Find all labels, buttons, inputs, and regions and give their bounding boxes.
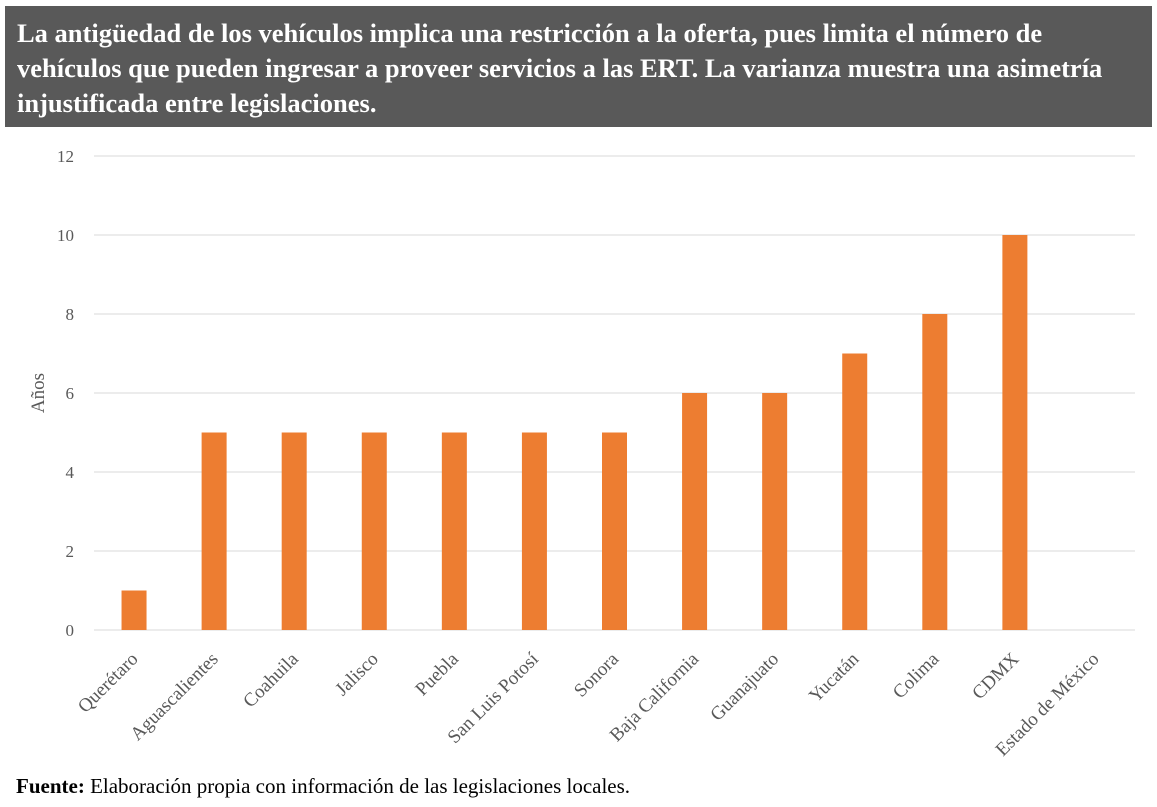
x-tick-label: Puebla — [411, 648, 463, 700]
x-tick-label: Guanajuato — [706, 649, 783, 726]
x-tick-label: Colima — [889, 648, 944, 703]
source-note: Fuente: Elaboración propia con informaci… — [16, 774, 630, 799]
bar — [121, 590, 147, 630]
y-tick-label: 8 — [66, 305, 75, 324]
x-tick-label: Yucatán — [805, 648, 863, 706]
y-tick-label: 0 — [66, 621, 75, 640]
bar — [922, 314, 948, 630]
y-tick-label: 6 — [66, 384, 75, 403]
bar — [842, 353, 868, 630]
source-text: Elaboración propia con información de la… — [90, 774, 631, 798]
x-tick-label: Jalisco — [331, 649, 382, 700]
x-tick-label: Coahuila — [239, 648, 303, 712]
bar — [1002, 235, 1028, 630]
bar — [201, 432, 227, 630]
chart-title-banner: La antigüedad de los vehículos implica u… — [5, 6, 1152, 127]
bar — [521, 432, 547, 630]
source-label: Fuente: — [16, 774, 85, 798]
bar — [762, 393, 788, 630]
x-tick-label: CDMX — [968, 648, 1023, 703]
bar — [602, 432, 627, 630]
bar — [281, 432, 307, 630]
chart-title: La antigüedad de los vehículos implica u… — [17, 18, 1103, 118]
bar — [361, 432, 387, 630]
y-axis-label: Años — [28, 373, 49, 413]
y-tick-label: 2 — [66, 542, 75, 561]
bar — [682, 393, 708, 630]
y-tick-label: 4 — [66, 463, 75, 482]
y-tick-label: 10 — [57, 226, 74, 245]
bar — [441, 432, 467, 630]
y-tick-label: 12 — [57, 147, 74, 166]
x-tick-label: Querétaro — [74, 649, 143, 718]
x-tick-label: Sonora — [570, 648, 623, 701]
